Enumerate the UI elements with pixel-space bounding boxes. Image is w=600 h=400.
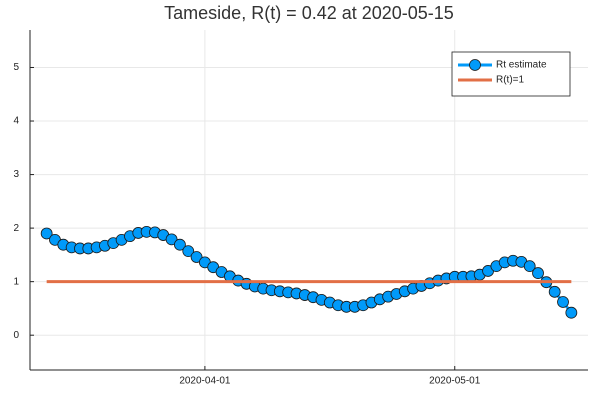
x-tick-label: 2020-05-01	[429, 376, 481, 387]
y-tick-label: 1	[13, 276, 19, 287]
marker	[548, 285, 561, 298]
legend-label: Rt estimate	[496, 60, 547, 71]
marker	[40, 227, 53, 240]
marker	[190, 251, 203, 263]
chart-title: Tameside, R(t) = 0.42 at 2020-05-15	[164, 3, 454, 23]
y-tick-label: 4	[13, 116, 19, 127]
y-tick-label: 0	[13, 330, 19, 341]
marker	[557, 296, 569, 308]
y-tick-label: 5	[13, 62, 19, 73]
legend-label: R(t)=1	[496, 75, 525, 86]
legend-box	[451, 51, 571, 97]
marker	[174, 238, 186, 251]
marker	[165, 233, 178, 246]
x-tick-label: 2020-04-01	[179, 376, 231, 387]
y-tick-label: 3	[13, 169, 19, 180]
marker	[182, 245, 195, 258]
marker	[532, 267, 544, 279]
marker	[523, 260, 536, 273]
y-tick-label: 2	[13, 223, 19, 234]
legend-marker	[469, 59, 481, 71]
marker	[565, 306, 578, 319]
